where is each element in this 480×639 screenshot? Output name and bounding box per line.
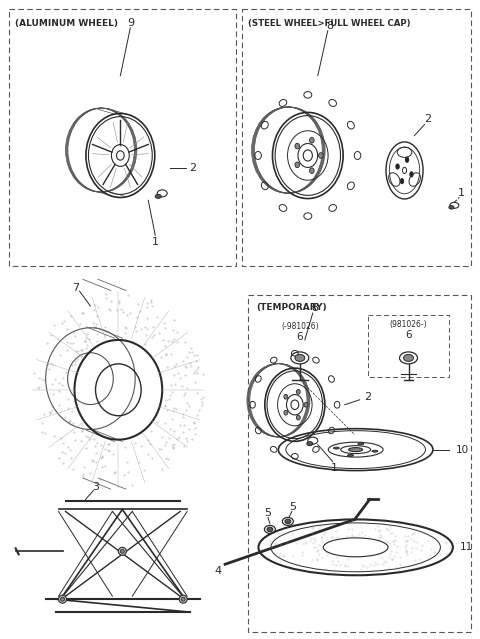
Text: 3: 3 xyxy=(92,482,99,491)
Text: 10: 10 xyxy=(456,445,468,454)
Ellipse shape xyxy=(284,410,288,415)
Ellipse shape xyxy=(358,443,364,445)
Ellipse shape xyxy=(179,595,187,603)
Ellipse shape xyxy=(120,550,124,553)
Ellipse shape xyxy=(319,153,323,158)
Text: 2: 2 xyxy=(364,392,371,402)
Ellipse shape xyxy=(119,548,126,555)
Ellipse shape xyxy=(348,448,363,452)
Text: 7: 7 xyxy=(72,283,79,293)
Text: (STEEL WHEEL>FULL WHEEL CAP): (STEEL WHEEL>FULL WHEEL CAP) xyxy=(248,19,410,28)
Text: 4: 4 xyxy=(215,566,222,576)
Ellipse shape xyxy=(304,403,308,407)
Ellipse shape xyxy=(267,527,273,532)
Ellipse shape xyxy=(60,597,64,601)
Ellipse shape xyxy=(310,137,314,143)
Text: 9: 9 xyxy=(127,18,134,28)
Text: 1: 1 xyxy=(458,189,465,198)
Text: 1: 1 xyxy=(331,463,338,473)
Text: 2: 2 xyxy=(190,164,197,173)
Text: 8: 8 xyxy=(326,21,333,31)
Ellipse shape xyxy=(400,178,404,184)
Text: 6: 6 xyxy=(405,330,412,340)
Ellipse shape xyxy=(396,164,399,169)
Ellipse shape xyxy=(310,168,314,173)
Text: 5: 5 xyxy=(264,509,271,518)
Text: 11: 11 xyxy=(459,543,473,552)
Text: 8: 8 xyxy=(311,303,318,313)
Ellipse shape xyxy=(155,194,161,198)
Ellipse shape xyxy=(410,172,413,177)
Text: 1: 1 xyxy=(152,237,159,247)
Ellipse shape xyxy=(296,415,300,420)
Ellipse shape xyxy=(295,355,305,362)
Text: (-981026): (-981026) xyxy=(281,322,319,331)
Ellipse shape xyxy=(404,355,413,362)
Ellipse shape xyxy=(285,519,291,523)
Ellipse shape xyxy=(295,162,300,167)
Ellipse shape xyxy=(307,442,313,445)
Text: 6: 6 xyxy=(297,332,303,342)
Text: (TEMPORARY): (TEMPORARY) xyxy=(256,303,326,312)
Ellipse shape xyxy=(348,454,353,456)
Ellipse shape xyxy=(406,157,409,162)
Ellipse shape xyxy=(372,450,378,452)
Text: 5: 5 xyxy=(289,502,296,512)
Text: (ALUMINUM WHEEL): (ALUMINUM WHEEL) xyxy=(15,19,118,28)
Text: 2: 2 xyxy=(424,114,431,123)
Ellipse shape xyxy=(295,143,300,149)
Ellipse shape xyxy=(449,206,454,209)
Ellipse shape xyxy=(59,595,67,603)
Ellipse shape xyxy=(284,394,288,399)
Text: (981026-): (981026-) xyxy=(390,320,427,329)
Ellipse shape xyxy=(296,390,300,394)
Ellipse shape xyxy=(181,597,185,601)
Ellipse shape xyxy=(334,447,339,449)
